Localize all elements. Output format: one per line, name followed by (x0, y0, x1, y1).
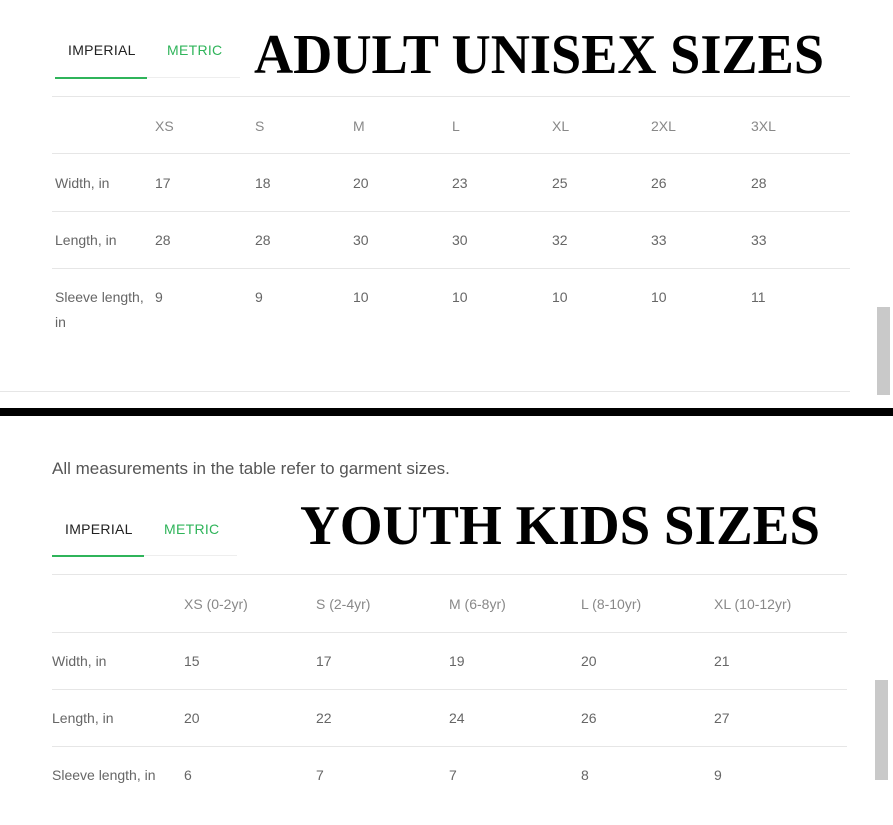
measurement: 28 (751, 175, 767, 191)
row-separator (52, 746, 847, 747)
measurement: 21 (714, 653, 730, 669)
measurement: 15 (184, 653, 200, 669)
measurement: 28 (155, 232, 171, 248)
size-header: L (8-10yr) (581, 596, 642, 612)
measurement: 20 (184, 710, 200, 726)
measurement: 24 (449, 710, 465, 726)
row-label: Width, in (55, 175, 110, 191)
measurement: 19 (449, 653, 465, 669)
row-label: Length, in (52, 710, 114, 726)
measurement: 7 (316, 767, 324, 783)
measurement: 20 (581, 653, 597, 669)
divider (0, 408, 893, 416)
row-label: Sleeve length, in (52, 767, 156, 783)
size-header: XL (10-12yr) (714, 596, 792, 612)
table-top-line (52, 96, 850, 97)
row-separator (52, 211, 850, 212)
measurement: 17 (316, 653, 332, 669)
measurement: 9 (714, 767, 722, 783)
measurement: 8 (581, 767, 589, 783)
size-header: XL (552, 118, 570, 134)
measurement: 20 (353, 175, 369, 191)
measurement: 22 (316, 710, 332, 726)
row-label: Length, in (55, 232, 117, 248)
size-header: 2XL (651, 118, 676, 134)
title-text: YOUTH KIDS SIZES (300, 495, 820, 557)
row-separator (52, 689, 847, 690)
measurement: 9 (155, 289, 163, 305)
measurement: 30 (353, 232, 369, 248)
tab-metric[interactable]: METRIC (167, 42, 223, 58)
measurement: 18 (255, 175, 271, 191)
size-header: M (353, 118, 365, 134)
size-header: XS (0-2yr) (184, 596, 248, 612)
section-title: YOUTH KIDS SIZES (300, 495, 820, 557)
measurement: 26 (581, 710, 597, 726)
measurement: 17 (155, 175, 171, 191)
measurement: 23 (452, 175, 468, 191)
section-title: ADULT UNISEX SIZES (254, 24, 824, 82)
tab-imperial[interactable]: IMPERIAL (65, 521, 133, 537)
measurement: 25 (552, 175, 568, 191)
scrollbar[interactable] (877, 307, 890, 395)
tab-metric[interactable]: METRIC (164, 521, 220, 537)
size-header: M (6-8yr) (449, 596, 506, 612)
row-separator (52, 153, 850, 154)
title-text: ADULT UNISEX SIZES (254, 24, 824, 82)
measurement: 10 (651, 289, 667, 305)
size-header: XS (155, 118, 174, 134)
measurement: 11 (751, 289, 766, 305)
row-separator (52, 268, 850, 269)
measurement: 10 (353, 289, 369, 305)
scrollbar[interactable] (875, 680, 888, 780)
table-top-line (52, 574, 847, 575)
measurement: 6 (184, 767, 192, 783)
size-header: S (2-4yr) (316, 596, 371, 612)
size-header: 3XL (751, 118, 776, 134)
size-header: L (452, 118, 460, 134)
measurement: 33 (751, 232, 767, 248)
tab-track (55, 77, 240, 78)
tab-track (52, 555, 237, 556)
measurement: 9 (255, 289, 263, 305)
row-separator (52, 632, 847, 633)
measurement: 10 (452, 289, 468, 305)
measurement: 28 (255, 232, 271, 248)
size-header: S (255, 118, 265, 134)
section-bottom-line (0, 391, 850, 392)
measurement: 10 (552, 289, 568, 305)
measurement: 7 (449, 767, 457, 783)
note: All measurements in the table refer to g… (52, 459, 450, 478)
row-label: Width, in (52, 653, 107, 669)
measurement: 30 (452, 232, 468, 248)
row-label: Sleeve length, in (55, 289, 144, 330)
measurement: 26 (651, 175, 667, 191)
tab-imperial[interactable]: IMPERIAL (68, 42, 136, 58)
tab-underline (52, 555, 144, 557)
tab-underline (55, 77, 147, 79)
measurement: 27 (714, 710, 730, 726)
measurement: 33 (651, 232, 667, 248)
measurement: 32 (552, 232, 568, 248)
